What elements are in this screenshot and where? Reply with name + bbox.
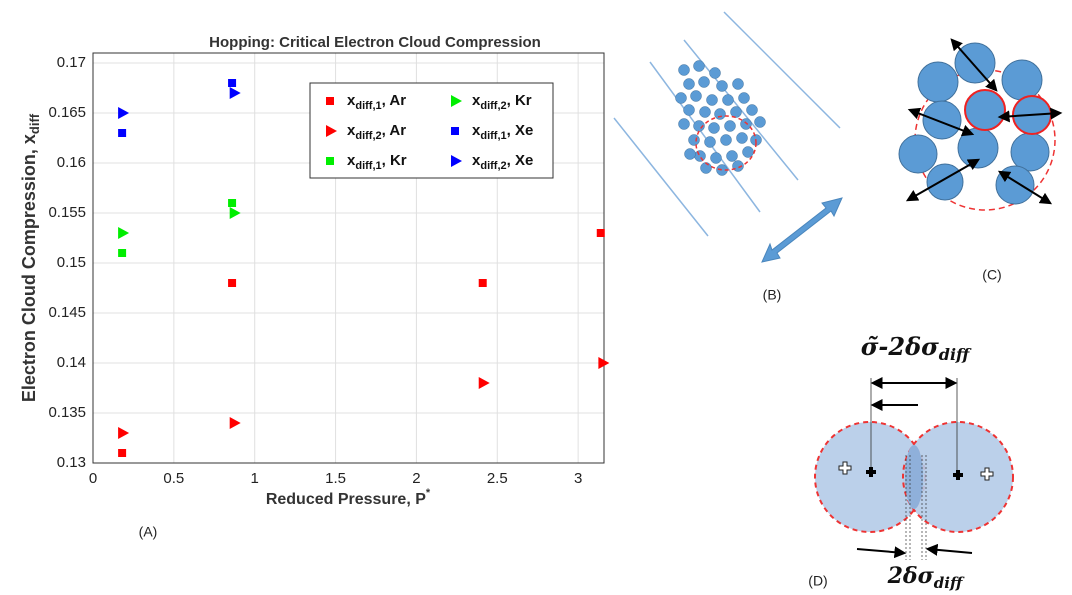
legend-label-part: , Xe [507,152,534,169]
panel-label: (A) [139,524,158,540]
legend-label-part: diff,1 [355,100,381,112]
legend-label-part: diff,2 [355,130,381,142]
particle [717,81,728,92]
figure: Hopping: Critical Electron Cloud Compres… [0,0,1072,595]
marker [118,449,126,457]
particle [747,105,758,116]
double-arrow [762,198,842,262]
y-axis-label: Electron Cloud Compression, xdiff [19,113,43,402]
x-tick-label: 1 [251,470,259,487]
particle [685,149,696,160]
particle [694,61,705,72]
marker [479,279,487,287]
x-tick-label: 0.5 [163,470,184,487]
x-tick-label: 2.5 [487,470,508,487]
x-tick-label: 0 [89,470,97,487]
chart-title: Hopping: Critical Electron Cloud Compres… [209,34,541,51]
y-tick-label: 0.15 [57,254,86,271]
particle [705,137,716,148]
particle [699,77,710,88]
legend-marker [326,157,334,165]
particle [710,68,721,79]
particle [711,153,722,164]
equation: σ̃-2δσdiff [861,332,972,364]
particle [691,91,702,102]
particle [689,135,700,146]
particle [679,65,690,76]
legend-label-part: , Kr [507,92,532,109]
x-axis-label: Reduced Pressure, P* [266,487,431,508]
particle [676,93,687,104]
particle [723,95,734,106]
particle [715,109,726,120]
legend-label-part: diff,1 [480,130,506,142]
particle [721,135,732,146]
marker [118,129,126,137]
legend-label-part: diff,1 [355,160,381,172]
marker [597,229,605,237]
particle [700,107,711,118]
legend-label-part: , Ar [382,92,407,109]
particle [725,121,736,132]
y-tick-label: 0.16 [57,154,86,171]
diagram-d [815,378,1013,560]
panel-label: (D) [808,573,827,589]
marker [118,249,126,257]
legend-label-part: diff,2 [480,100,506,112]
legend-label-part: , Kr [382,152,407,169]
particle [684,105,695,116]
particle [739,93,750,104]
particle [707,95,718,106]
legend-marker [451,127,459,135]
particle [755,117,766,128]
marker [228,279,236,287]
particle-cluster [676,61,766,176]
particle [684,79,695,90]
y-tick-label: 0.17 [57,54,86,71]
y-tick-label: 0.145 [48,304,86,321]
x-tick-label: 2 [412,470,420,487]
y-tick-label: 0.13 [57,454,86,471]
particle [737,133,748,144]
x-tick-label: 3 [574,470,582,487]
particle [727,151,738,162]
particle [709,123,720,134]
marker [228,79,236,87]
equation: 2δσdiff [887,563,965,592]
legend-label-part: diff,2 [480,160,506,172]
particle [679,119,690,130]
legend-label-part: , Ar [382,122,407,139]
particle [701,163,712,174]
legend-label-part: , Xe [507,122,534,139]
particle [733,79,744,90]
y-tick-label: 0.155 [48,204,86,221]
panel-label: (B) [763,287,782,303]
particle [695,151,706,162]
y-tick-label: 0.135 [48,404,86,421]
y-tick-label: 0.165 [48,104,86,121]
x-tick-label: 1.5 [325,470,346,487]
particle [743,147,754,158]
panel-label: (C) [982,267,1001,283]
y-tick-label: 0.14 [57,354,86,371]
legend-marker [326,97,334,105]
marker [228,199,236,207]
